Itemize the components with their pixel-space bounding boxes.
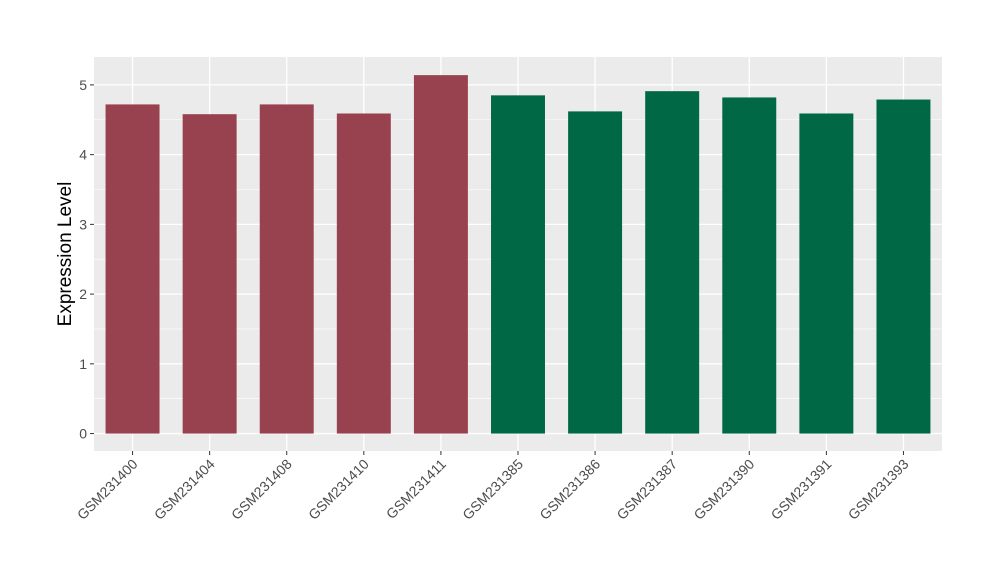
bar-GSM231390 — [722, 97, 777, 434]
y-tick-label: 3 — [79, 216, 87, 232]
x-tick-label: GSM231410 — [305, 456, 372, 523]
bar-GSM231386 — [568, 111, 623, 434]
y-axis: 0 1 2 3 4 5 — [79, 77, 94, 442]
bar-GSM231411 — [413, 75, 468, 434]
x-tick-label: GSM231386 — [536, 456, 603, 523]
bars — [105, 75, 931, 434]
x-tick-label: GSM231400 — [74, 456, 141, 523]
x-tick-label: GSM231391 — [768, 456, 835, 523]
bar-GSM231391 — [799, 113, 854, 434]
y-tick-label: 5 — [79, 77, 87, 93]
bar-GSM231408 — [259, 104, 314, 434]
x-tick-label: GSM231393 — [845, 456, 912, 523]
bar-GSM231404 — [182, 114, 237, 434]
bar-GSM231393 — [876, 99, 931, 434]
x-tick-label: GSM231411 — [383, 456, 449, 522]
y-axis-title: Expression Level — [55, 182, 76, 327]
bar-GSM231400 — [105, 104, 160, 434]
y-tick-label: 1 — [79, 356, 87, 372]
bar-GSM231410 — [336, 113, 391, 434]
x-tick-label: GSM231404 — [151, 456, 218, 523]
bar-GSM231385 — [491, 95, 545, 434]
y-tick-label: 2 — [79, 286, 87, 302]
bar-GSM231387 — [645, 91, 700, 434]
x-tick-label: GSM231387 — [613, 456, 680, 523]
y-tick-label: 0 — [79, 426, 87, 442]
x-axis: GSM231400 GSM231404 GSM231408 GSM231410 GSM2… — [74, 451, 912, 523]
x-tick-label: GSM231385 — [459, 456, 526, 523]
x-tick-label: GSM231408 — [228, 456, 295, 523]
x-tick-label: GSM231390 — [690, 456, 757, 523]
y-tick-label: 4 — [79, 147, 87, 163]
